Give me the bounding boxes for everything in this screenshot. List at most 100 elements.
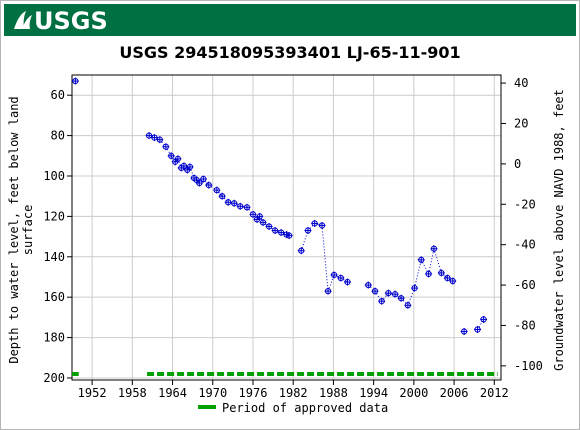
x-tick-label: 1964 — [158, 386, 187, 400]
approved-period-segment — [217, 372, 225, 376]
x-tick-label: 1970 — [198, 386, 227, 400]
data-point — [397, 294, 405, 302]
x-tick-label: 1958 — [118, 386, 147, 400]
series-connector — [221, 195, 229, 203]
x-tick-label: 2012 — [480, 386, 509, 400]
series-connector — [394, 293, 402, 299]
series-connector — [428, 248, 435, 275]
approved-period-segment — [457, 372, 465, 376]
data-point — [150, 134, 158, 142]
x-tick-label: 1952 — [78, 386, 107, 400]
data-point — [437, 269, 445, 277]
y-right-tick-label: 20 — [514, 116, 528, 130]
series-connector — [268, 226, 276, 231]
data-point — [236, 202, 244, 210]
y-axis-right-label: Groundwater level above NAVD 1988, feet — [552, 89, 566, 371]
data-point — [71, 77, 79, 85]
approved-period-segment — [407, 372, 415, 376]
data-point — [199, 175, 207, 183]
data-point — [205, 181, 213, 189]
y-right-tick-label: -80 — [514, 318, 536, 332]
data-point — [330, 271, 338, 279]
data-point — [195, 179, 203, 187]
series-connector — [307, 223, 316, 231]
usgs-wave-icon — [14, 11, 32, 29]
data-point — [443, 274, 451, 282]
approved-period-segment — [227, 372, 235, 376]
y-axis-right: 40 20 0 -20 -40 -60 -80 -100 — [501, 76, 543, 373]
series-connector — [340, 277, 348, 283]
y-right-tick-label: -60 — [514, 278, 536, 292]
data-point — [213, 186, 221, 194]
data-point — [186, 163, 194, 171]
grid-lines — [72, 75, 501, 380]
y-left-tick-label: 180 — [43, 331, 65, 345]
data-point — [449, 277, 457, 285]
approved-period-segment — [487, 372, 495, 376]
series-connector — [333, 274, 342, 279]
data-point — [297, 247, 305, 255]
data-point — [318, 221, 326, 229]
x-tick-label: 1982 — [279, 386, 308, 400]
approved-period-segment — [237, 372, 245, 376]
data-point — [417, 256, 425, 264]
series-connector — [240, 205, 248, 208]
series-connector — [189, 166, 195, 179]
data-point — [243, 203, 251, 211]
data-point — [271, 227, 279, 235]
usgs-logo-text: USGS — [34, 7, 108, 33]
y-axis-left-label-line1: Depth to water level, feet below land — [7, 96, 21, 363]
data-point — [474, 326, 482, 334]
data-point — [324, 287, 332, 295]
data-point — [180, 162, 188, 170]
approved-period-segment — [147, 372, 155, 376]
data-point — [265, 222, 273, 230]
data-point — [162, 143, 170, 151]
approved-period-segment — [497, 372, 498, 376]
approved-period-segment — [477, 372, 485, 376]
series-connector — [433, 248, 442, 274]
y-right-tick-label: 0 — [514, 157, 521, 171]
legend-label: Period of approved data — [222, 401, 388, 415]
approved-period-segment — [297, 372, 305, 376]
approved-period-segment — [157, 372, 165, 376]
data-point — [425, 270, 433, 278]
data-point — [430, 245, 438, 253]
x-axis: 1952 1958 1964 1970 1976 1982 1988 1994 2000 2006… — [78, 380, 509, 400]
series-connector — [400, 297, 409, 306]
approved-period-segment — [187, 372, 195, 376]
y-right-tick-label: 40 — [514, 76, 528, 90]
usgs-logo[interactable]: USGS — [12, 7, 112, 33]
y-left-tick-label: 120 — [43, 209, 65, 223]
approved-period-segment — [307, 372, 315, 376]
y-right-tick-label: -20 — [514, 197, 536, 211]
y-axis-left-label-line2: surface — [21, 205, 35, 256]
data-point — [404, 301, 412, 309]
series-connector — [374, 290, 383, 302]
x-tick-label: 2000 — [399, 386, 428, 400]
chart-title: USGS 294518095393401 LJ-65-11-901 — [119, 43, 460, 62]
approved-period-segment — [377, 372, 385, 376]
series-connector — [274, 230, 282, 234]
x-tick-label: 1976 — [239, 386, 268, 400]
data-point — [337, 274, 345, 282]
data-point — [378, 297, 386, 305]
series-connector — [246, 206, 254, 215]
data-point — [230, 199, 238, 207]
usgs-banner: USGS — [4, 4, 576, 36]
approved-period-segment — [257, 372, 265, 376]
series-connector — [159, 139, 167, 148]
approved-period-segment — [347, 372, 355, 376]
data-point — [304, 227, 312, 235]
approved-period-segment — [467, 372, 475, 376]
approved-period-segment — [387, 372, 395, 376]
series-connector — [216, 189, 223, 197]
series-connector — [477, 319, 485, 330]
data-point — [249, 210, 257, 218]
approved-period-segment — [367, 372, 375, 376]
legend: Period of approved data — [198, 401, 388, 415]
approved-period-segment — [417, 372, 425, 376]
series-connector — [262, 222, 270, 227]
approved-period-segment — [437, 372, 445, 376]
